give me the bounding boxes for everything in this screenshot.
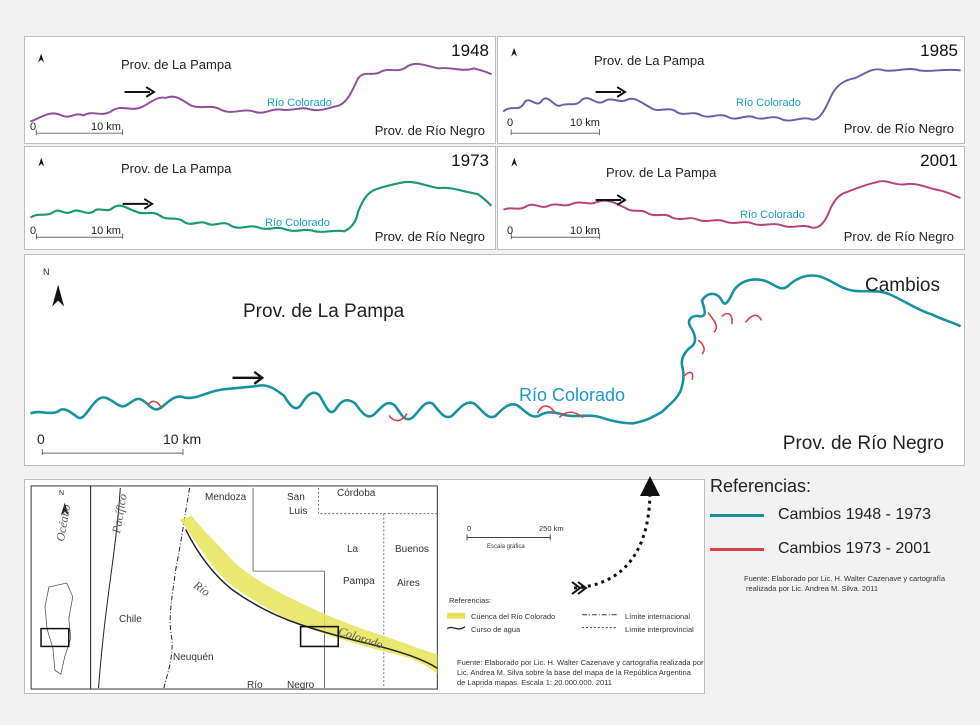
source-line-3: de Laprida mapas. Escala 1: 20.000.000. … [457,678,612,687]
north-arrow-icon [60,502,69,516]
north-arrow-icon [38,157,45,167]
country-chile: Chile [119,614,142,625]
prov-north-label: Prov. de La Pampa [594,53,705,68]
prov-south-label: Prov. de Río Negro [843,121,954,136]
scale-label: 10 km [570,225,600,237]
legend-swatch-1973-2001 [710,548,764,551]
panel-1973: 1973 Prov. de La Pampa Prov. de Río Negr… [24,146,496,250]
scale-label: 10 km [91,121,121,133]
river-label: Río Colorado [265,217,330,229]
legend-source-2: realizada por Lic. Andrea M. Silva. 2011 [746,584,879,593]
change-segments-1973-2001 [146,311,763,422]
prov-north-label: Prov. de La Pampa [243,301,405,322]
prov-north-label: Prov. de La Pampa [121,161,232,176]
prov-north-label: Prov. de La Pampa [606,165,717,180]
scale-label: 10 km [570,117,600,129]
province-mendoza: Mendoza [205,492,247,503]
basin-area [179,515,438,675]
river-course [185,529,438,669]
north-arrow-icon [511,157,518,167]
year-label: 1948 [451,41,489,60]
river-course [29,274,962,425]
river-line-1973 [29,157,493,240]
scale-label: 10 km [91,225,121,237]
province-la-pampa-1: La [347,544,359,555]
province-rio-negro-1: Río [247,680,263,691]
province-buenos-aires-2: Aires [397,578,420,589]
river-label: Río Colorado [519,385,626,405]
river-label: Río Colorado [736,97,801,109]
prov-north-label: Prov. de La Pampa [121,57,232,72]
scale-zero: 0 [467,524,472,533]
panel-1985: 1985 Prov. de La Pampa Prov. de Río Negr… [497,36,965,144]
ref-watercourse: Curso de agua [471,625,521,634]
legend-title: Referencias: [710,476,812,496]
river-label: Río Colorado [740,209,805,221]
river-line-1985 [502,47,961,136]
legend-swatch-1948-1973 [710,514,764,517]
scale-zero: 0 [30,121,37,133]
location-inset-box [40,627,70,648]
year-label: 1973 [451,151,489,170]
ref-prov-boundary: Límite interprovincial [625,625,694,634]
province-buenos-aires-1: Buenos [395,544,429,555]
scale-caption: Escala gráfica [487,544,525,550]
legend-item-1948-1973: Cambios 1948 - 1973 [778,506,931,523]
scale-zero: 0 [507,225,514,237]
panel-2001: 2001 Prov. de La Pampa Prov. de Río Negr… [497,146,965,250]
scale-zero: 0 [30,225,37,237]
year-label: 1985 [920,41,958,60]
north-arrow-icon [52,284,65,307]
scale-label: 10 km [163,431,202,447]
inset-north-label: N [59,490,65,497]
north-arrow-icon [511,47,518,57]
study-area-box [299,625,340,648]
north-arrow-icon [38,53,45,63]
legend-item-1973-2001: Cambios 1973 - 2001 [778,540,931,557]
year-label: 2001 [920,151,958,170]
changes-map [29,274,962,456]
source-line-1: Fuente: Elaborado por Lic. H. Walter Caz… [457,658,704,667]
location-map [30,485,618,690]
province-la-pampa-2: Pampa [343,576,375,587]
scale-km: 250 km [539,524,564,533]
prov-south-label: Prov. de Río Negro [782,433,944,454]
river-line-2001 [503,157,961,240]
legend-source-1: Fuente: Elaborado por Lic. H. Walter Caz… [744,574,946,583]
ref-basin: Cuenca del Río Colorado [471,612,556,621]
province-rio-negro-2: Negro [287,680,315,691]
province-neuquen: Neuquén [173,652,214,663]
scale-zero: 0 [37,431,45,447]
connector-arrow [571,476,660,595]
changes-map-panel: N Cambios Prov. de La Pampa Prov. de Río… [24,254,965,466]
prov-south-label: Prov. de Río Negro [843,229,954,244]
legend: Referencias: Cambios 1948 - 1973 Cambios… [708,476,970,626]
province-san-luis-1: San [287,492,305,503]
source-line-2: Lic. Andrea M. Silva sobre la base del m… [457,668,691,677]
location-map-panel: N Océano Pacífico Mendoza San Luis Córdo… [24,479,705,694]
coastline [98,487,121,689]
panel-1948: 1948 Prov. de La Pampa Prov. de Río Negr… [24,36,496,144]
ref-intl-boundary: Límite internacional [625,612,691,621]
prov-south-label: Prov. de Río Negro [374,229,485,244]
prov-south-label: Prov. de Río Negro [374,123,485,138]
refs-title: Referencias: [449,596,492,605]
province-san-luis-2: Luis [289,506,308,517]
north-label: N [43,267,50,277]
changes-title: Cambios [865,275,940,296]
river-label: Río Colorado [267,97,332,109]
argentina-outline [44,582,74,675]
province-cordoba: Córdoba [337,488,376,499]
scale-zero: 0 [507,117,514,129]
river-line-1948 [30,53,493,136]
